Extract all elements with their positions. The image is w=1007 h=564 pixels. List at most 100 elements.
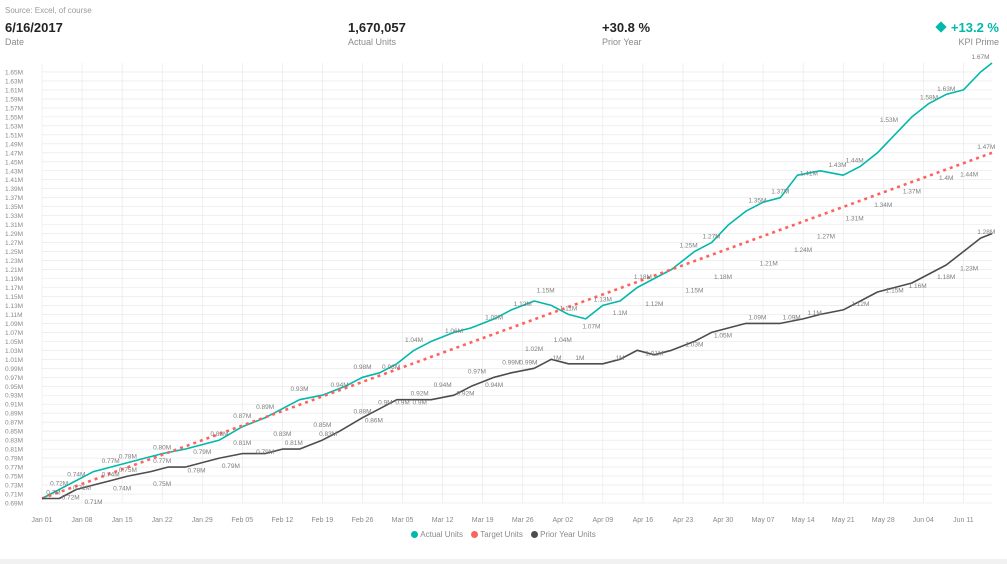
data-label-prior: 0.71M (84, 499, 102, 506)
y-tick-label: 0.79M (5, 456, 23, 463)
data-label-prior: 0.9M (395, 400, 409, 407)
legend-label-target: Target Units (480, 530, 523, 539)
y-tick-label: 1.05M (5, 339, 23, 346)
data-label-prior: 0.75M (153, 481, 171, 488)
data-label-target: 1.21M (760, 261, 778, 268)
data-label-actual: 0.72M (50, 481, 68, 488)
data-label-actual: 1.13M (594, 296, 612, 303)
kpi-date-value: 6/16/2017 (5, 20, 63, 35)
y-tick-label: 0.91M (5, 402, 23, 409)
x-tick-label: Jun 11 (953, 517, 974, 524)
y-tick-label: 0.81M (5, 447, 23, 454)
data-label-target: 1.31M (846, 216, 864, 223)
data-label-prior: 0.79M (256, 449, 274, 456)
y-tick-label: 1.09M (5, 321, 23, 328)
horizontal-scrollbar[interactable] (0, 559, 1007, 564)
data-label-target: 1.4M (939, 175, 953, 182)
data-label-target: 0.97M (468, 368, 486, 375)
x-tick-label: Apr 02 (552, 517, 573, 524)
data-label-prior: 0.92M (456, 391, 474, 398)
data-label-prior: 0.78M (187, 468, 205, 475)
y-tick-label: 0.71M (5, 492, 23, 499)
y-tick-label: 1.07M (5, 330, 23, 337)
x-tick-label: May 21 (832, 517, 855, 524)
legend-item-target[interactable]: Target Units (471, 530, 523, 539)
y-tick-label: 1.21M (5, 267, 23, 274)
y-tick-label: 1.19M (5, 276, 23, 283)
data-label-target: 1.18M (714, 274, 732, 281)
x-tick-label: Feb 05 (231, 517, 253, 524)
x-tick-label: Mar 19 (472, 517, 494, 524)
y-tick-label: 1.43M (5, 168, 23, 175)
data-label-prior: 0.7M (46, 490, 60, 497)
data-label-prior: 1.18M (937, 274, 955, 281)
kpi-actual-units-label: Actual Units (348, 37, 397, 47)
data-label-target: 1.27M (817, 234, 835, 241)
x-tick-label: Mar 05 (392, 517, 414, 524)
data-label-target: 1.02M (525, 346, 543, 353)
data-label-actual: 1.25M (680, 243, 698, 250)
y-tick-label: 1.03M (5, 348, 23, 355)
data-label-actual: 0.94M (331, 382, 349, 389)
x-tick-label: Mar 12 (432, 517, 454, 524)
legend-label-actual: Actual Units (420, 530, 463, 539)
x-tick-label: Jan 01 (31, 517, 52, 524)
y-tick-label: 1.13M (5, 303, 23, 310)
data-label-target: 0.85M (313, 422, 331, 429)
y-tick-label: 1.51M (5, 132, 23, 139)
data-label-actual: 1.12M (514, 301, 532, 308)
data-label-prior: 1.23M (960, 266, 978, 273)
legend-item-actual[interactable]: Actual Units (411, 530, 463, 539)
x-tick-label: Jan 15 (112, 517, 133, 524)
data-label-target: 0.99M (502, 359, 520, 366)
data-label-actual: 0.78M (119, 454, 137, 461)
data-label-target: 1.34M (874, 202, 892, 209)
data-label-actual: 0.89M (256, 404, 274, 411)
legend-swatch-actual (411, 531, 419, 538)
data-label-prior: 0.79M (222, 463, 240, 470)
y-tick-label: 0.89M (5, 411, 23, 418)
kpi-prime-value: +13.2 % (950, 20, 999, 35)
y-tick-label: 0.73M (5, 483, 23, 490)
y-tick-label: 1.33M (5, 213, 23, 220)
data-label-target: 1.1M (613, 310, 627, 317)
y-tick-label: 1.15M (5, 294, 23, 301)
x-tick-label: Apr 23 (673, 517, 694, 524)
data-label-actual: 1.27M (703, 234, 721, 241)
y-tick-label: 1.37M (5, 195, 23, 202)
y-tick-label: 0.85M (5, 429, 23, 436)
chart-legend: Actual Units Target Units Prior Year Uni… (0, 530, 1007, 539)
y-tick-label: 0.69M (5, 501, 23, 508)
x-tick-label: Jan 29 (192, 517, 213, 524)
y-tick-label: 1.11M (5, 312, 23, 319)
data-label-prior: 1.09M (748, 314, 766, 321)
data-label-actual: 0.74M (67, 472, 85, 479)
data-label-actual: 1.43M (828, 162, 846, 169)
data-label-prior: 1M (553, 355, 562, 362)
legend-swatch-target (471, 531, 479, 538)
data-label-prior: 1M (615, 355, 624, 362)
data-label-prior: 1.01M (645, 350, 663, 357)
y-tick-label: 1.31M (5, 222, 23, 229)
y-tick-label: 1.61M (5, 87, 23, 94)
kpi-prime-label: KPI Prime (958, 37, 999, 47)
data-label-actual: 1.67M (972, 54, 990, 61)
data-label-target: 1.47M (977, 144, 995, 151)
y-tick-label: 1.53M (5, 123, 23, 130)
data-label-prior: 0.86M (365, 418, 383, 425)
y-tick-label: 0.83M (5, 438, 23, 445)
data-label-actual: 1.53M (880, 117, 898, 124)
y-tick-label: 0.93M (5, 393, 23, 400)
y-tick-label: 1.57M (5, 105, 23, 112)
x-tick-label: Apr 09 (593, 517, 614, 524)
y-tick-label: 1.23M (5, 258, 23, 265)
series-line-actual (41, 62, 993, 500)
data-label-prior: 0.94M (485, 382, 503, 389)
data-label-actual: 0.77M (102, 458, 120, 465)
data-label-target: 1.44M (960, 171, 978, 178)
data-label-prior: 0.72M (62, 495, 80, 502)
data-label-target: 1.15M (685, 287, 703, 294)
legend-item-prior[interactable]: Prior Year Units (531, 530, 596, 539)
y-tick-label: 1.29M (5, 231, 23, 238)
data-label-prior: 1.09M (783, 314, 801, 321)
